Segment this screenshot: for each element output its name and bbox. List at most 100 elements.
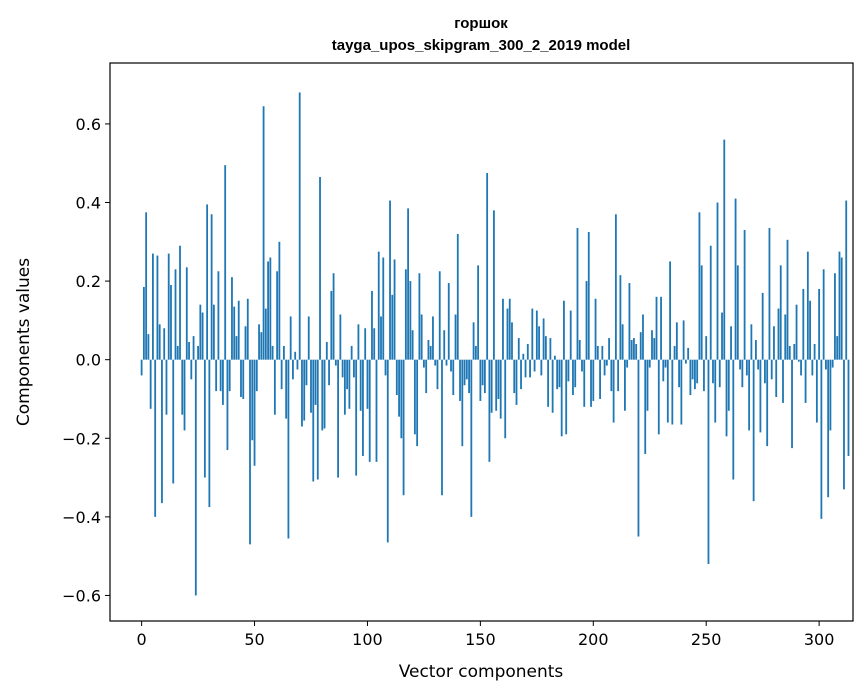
bar bbox=[461, 359, 464, 447]
bar bbox=[761, 292, 764, 360]
bar bbox=[684, 359, 687, 364]
bar bbox=[142, 286, 145, 360]
bar bbox=[258, 324, 260, 360]
bar bbox=[470, 359, 473, 517]
bar bbox=[732, 359, 735, 480]
bar bbox=[384, 359, 387, 376]
bar bbox=[165, 359, 168, 415]
bar bbox=[610, 359, 613, 392]
bar bbox=[495, 359, 498, 411]
bar bbox=[161, 359, 163, 504]
bar bbox=[628, 283, 631, 360]
bar bbox=[671, 359, 674, 425]
bar bbox=[515, 359, 518, 405]
bar bbox=[596, 345, 599, 360]
bar bbox=[569, 310, 572, 360]
bar bbox=[185, 267, 188, 360]
x-tick-label: 150 bbox=[465, 630, 496, 649]
bar bbox=[450, 359, 452, 372]
bar bbox=[362, 359, 364, 456]
bar bbox=[666, 359, 669, 423]
bar bbox=[312, 359, 315, 482]
bar bbox=[499, 359, 502, 419]
bar bbox=[709, 245, 712, 360]
bar bbox=[152, 253, 154, 360]
bar bbox=[754, 340, 757, 360]
bar bbox=[468, 359, 470, 394]
bar bbox=[386, 359, 389, 543]
bar bbox=[233, 306, 236, 360]
bar bbox=[504, 359, 507, 439]
bar bbox=[502, 298, 504, 360]
bar-series bbox=[140, 92, 850, 596]
bar bbox=[477, 265, 480, 360]
bar bbox=[777, 308, 780, 360]
bar bbox=[244, 326, 247, 360]
bar bbox=[834, 273, 836, 360]
bar bbox=[334, 359, 337, 366]
y-tick-label: −0.6 bbox=[62, 586, 101, 605]
bar bbox=[206, 204, 209, 360]
bar bbox=[578, 340, 581, 360]
bar bbox=[836, 336, 839, 360]
bar bbox=[273, 359, 276, 415]
bar bbox=[662, 359, 665, 382]
bar bbox=[371, 290, 373, 360]
bar bbox=[691, 359, 694, 380]
bar bbox=[276, 271, 279, 360]
bar bbox=[181, 359, 184, 415]
bar bbox=[508, 298, 511, 360]
bar bbox=[626, 359, 629, 368]
bar bbox=[348, 359, 351, 409]
bar bbox=[680, 359, 683, 425]
bar bbox=[479, 359, 482, 401]
bar bbox=[355, 359, 358, 476]
bar bbox=[325, 342, 328, 360]
bar bbox=[188, 342, 190, 360]
bar bbox=[255, 359, 258, 392]
bar bbox=[535, 310, 538, 360]
bar bbox=[601, 345, 604, 360]
bar bbox=[553, 355, 556, 360]
bar bbox=[811, 359, 814, 376]
bar bbox=[590, 359, 592, 407]
x-axis-ticks: 0 50 100 150 200 250 300 bbox=[137, 621, 834, 649]
bar bbox=[251, 359, 254, 441]
bar bbox=[655, 296, 658, 360]
bar bbox=[490, 359, 493, 413]
bar bbox=[145, 212, 148, 360]
bar bbox=[224, 165, 227, 360]
bar bbox=[427, 340, 430, 360]
bar bbox=[531, 308, 534, 360]
bar bbox=[793, 343, 796, 360]
bar bbox=[723, 139, 726, 360]
bar bbox=[565, 359, 568, 435]
bar bbox=[488, 359, 491, 462]
bar bbox=[228, 359, 231, 392]
bar bbox=[759, 359, 762, 433]
bar bbox=[242, 359, 245, 399]
bar bbox=[262, 106, 265, 360]
bar bbox=[675, 322, 678, 360]
bar bbox=[301, 359, 303, 427]
bar bbox=[199, 304, 202, 360]
bar bbox=[149, 359, 152, 409]
bar bbox=[721, 312, 723, 360]
bar bbox=[542, 318, 545, 360]
bar bbox=[170, 285, 172, 360]
bar bbox=[779, 265, 782, 360]
bar bbox=[549, 338, 552, 360]
bar bbox=[727, 359, 730, 411]
bar bbox=[237, 300, 240, 360]
bar bbox=[714, 359, 717, 423]
bar bbox=[341, 359, 344, 378]
bar bbox=[172, 359, 175, 484]
bar bbox=[705, 336, 708, 360]
bar bbox=[398, 359, 400, 417]
bar bbox=[395, 359, 398, 396]
bar bbox=[603, 359, 606, 376]
bar bbox=[694, 359, 696, 390]
bar bbox=[337, 359, 339, 478]
bar bbox=[382, 257, 385, 360]
bar bbox=[513, 359, 516, 394]
